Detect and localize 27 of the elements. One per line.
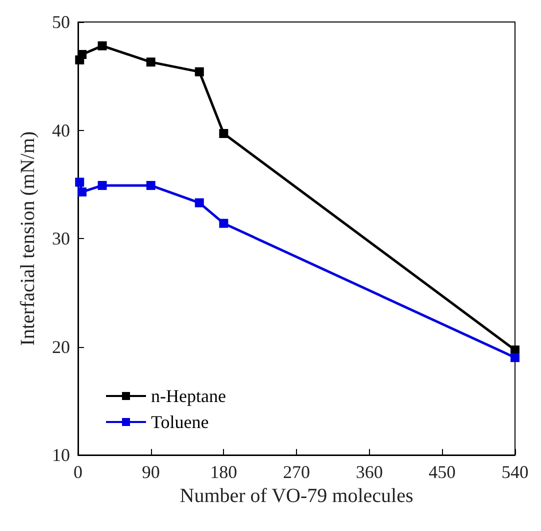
point (219, 218, 228, 228)
legend-label: Toluene (151, 412, 209, 432)
y-tick-label: 20 (52, 336, 70, 357)
x-tick-label: 0 (74, 462, 82, 482)
x-tick-label: 180 (210, 462, 238, 482)
point (510, 353, 520, 362)
point (146, 58, 156, 67)
y-tick-label: 10 (52, 445, 70, 465)
point (194, 198, 204, 208)
y-tick-label: 30 (52, 228, 70, 248)
x-axis-title: Number of VO-79 molecules (180, 484, 414, 507)
y-axis-title: Interfacial tension (mN/m) (17, 131, 39, 346)
point (98, 180, 107, 190)
point (98, 41, 107, 50)
y-tick-label: 50 (52, 12, 70, 32)
x-tick-label: 540 (502, 462, 528, 482)
point (146, 180, 156, 190)
x-tick-label: 360 (356, 462, 383, 482)
x-tick-label: 270 (283, 462, 310, 482)
point (78, 187, 87, 196)
legend-label: n-Heptane (151, 386, 226, 406)
point (219, 128, 228, 138)
x-tick-label: 450 (428, 462, 456, 482)
point (75, 178, 84, 187)
y-tick-label: 40 (52, 120, 70, 140)
point (194, 67, 204, 76)
x-tick-label: 90 (142, 462, 160, 482)
